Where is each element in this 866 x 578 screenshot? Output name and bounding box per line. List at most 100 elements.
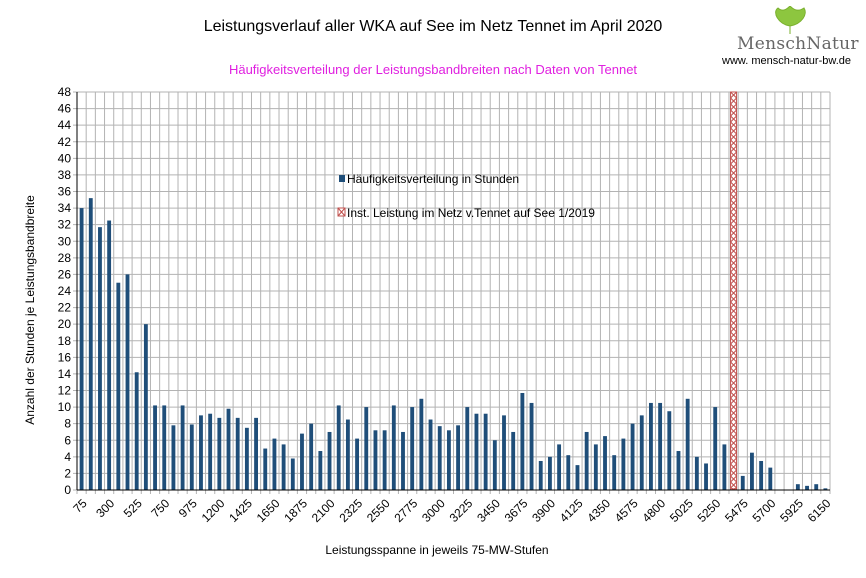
x-tick-label: 2775 (392, 496, 421, 525)
marker-hatch (730, 151, 737, 159)
marker-hatch (730, 397, 737, 405)
y-tick-label: 8 (64, 417, 71, 431)
legend-marker-swatch (337, 207, 346, 217)
marker-hatch (730, 445, 737, 453)
y-tick-label: 24 (58, 284, 72, 298)
bar (474, 413, 479, 490)
bar (584, 431, 589, 490)
x-tick-label: 1200 (199, 496, 228, 525)
logo-url: www. mensch-natur-bw.de (722, 55, 851, 67)
marker-hatch (730, 181, 737, 189)
bar (685, 398, 690, 490)
bar (263, 448, 268, 490)
marker-hatch (730, 331, 737, 339)
marker-hatch (730, 355, 737, 363)
marker-hatch (730, 283, 737, 291)
legend: Häufigkeitsverteilung in Stunden Inst. L… (337, 172, 595, 220)
bar (465, 407, 470, 490)
bar (557, 444, 562, 490)
bar (658, 402, 663, 490)
bar (446, 430, 451, 490)
bar (364, 407, 369, 490)
bar (254, 417, 258, 490)
marker-hatch (730, 187, 737, 195)
marker-hatch (730, 325, 737, 333)
x-tick-label: 5925 (777, 496, 806, 525)
legend-series-swatch (339, 175, 345, 182)
y-tick-label: 42 (58, 135, 72, 149)
y-tick-label: 32 (58, 218, 72, 232)
y-tick-label: 40 (58, 151, 72, 165)
marker-hatch (730, 253, 737, 261)
bar (401, 431, 405, 490)
bar (814, 484, 819, 490)
marker-hatch (730, 409, 737, 417)
bar (419, 398, 424, 490)
x-tick-label: 750 (148, 496, 172, 520)
bar (153, 405, 157, 490)
bar (428, 419, 433, 490)
bar (226, 408, 231, 490)
marker-hatch (730, 475, 737, 483)
bar (520, 392, 525, 490)
x-tick-label: 3675 (502, 496, 531, 525)
bar (437, 426, 442, 490)
marker-hatch (730, 373, 737, 381)
marker-hatch (730, 121, 737, 129)
marker-hatch (730, 91, 737, 99)
marker-hatch (730, 169, 737, 177)
bar (759, 460, 764, 490)
x-tick-label: 4350 (584, 496, 613, 525)
y-tick-label: 30 (58, 234, 72, 248)
y-tick-label: 38 (58, 168, 72, 182)
bar (272, 438, 277, 490)
bar (547, 456, 552, 490)
marker-hatch (730, 451, 737, 459)
y-axis-label: Anzahl der Stunden je Leistungsbandbreit… (23, 195, 37, 425)
marker-hatch (730, 439, 737, 447)
marker-hatch (730, 457, 737, 465)
x-tick-label: 4800 (639, 496, 668, 525)
marker-hatch (730, 433, 737, 441)
marker-hatch (730, 391, 737, 399)
bar (217, 417, 222, 490)
marker-hatch (730, 157, 737, 165)
bar (630, 423, 635, 490)
x-tick-label: 2325 (336, 496, 365, 525)
y-tick-label: 48 (58, 85, 72, 99)
marker-hatch (730, 271, 737, 279)
x-tick-label: 5250 (695, 496, 724, 525)
bar (300, 433, 304, 490)
marker-hatch (730, 463, 737, 471)
marker-hatch (730, 385, 737, 393)
marker-hatch (730, 127, 737, 135)
bar (162, 405, 167, 490)
bar (676, 451, 681, 490)
bar (208, 413, 213, 490)
bar (79, 208, 84, 491)
x-tick-label: 1875 (281, 496, 310, 525)
marker-hatch (730, 235, 737, 243)
bar (189, 424, 194, 490)
bar (382, 430, 387, 490)
marker-hatch (730, 211, 737, 219)
y-tick-label: 26 (58, 267, 72, 281)
marker-hatch (730, 103, 737, 111)
bar (107, 220, 112, 491)
y-tick-label: 20 (58, 317, 72, 331)
y-tick-label: 4 (64, 450, 71, 464)
bar (98, 227, 102, 490)
x-tick-label: 4125 (557, 496, 586, 525)
bar (740, 475, 745, 490)
x-tick-label: 3900 (529, 496, 558, 525)
marker-hatch (730, 139, 737, 147)
x-tick-label: 1425 (226, 496, 255, 525)
installed-capacity-marker (730, 91, 738, 491)
marker-hatch (730, 367, 737, 375)
marker-hatch (730, 313, 737, 321)
y-tick-label: 6 (64, 433, 71, 447)
bar (823, 488, 828, 490)
logo: MenschNatur www. mensch-natur-bw.de (722, 6, 862, 68)
bar (180, 405, 185, 490)
bar (456, 425, 461, 490)
